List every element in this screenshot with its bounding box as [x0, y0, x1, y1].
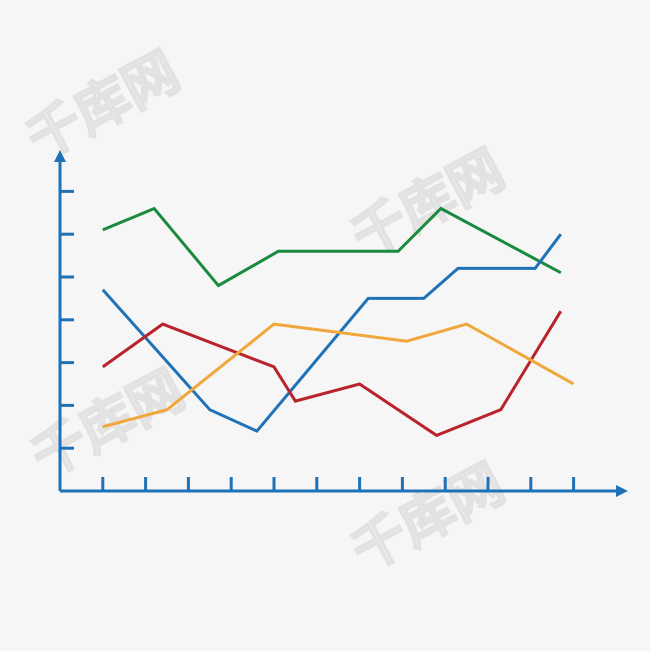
series-line-2: [101, 233, 562, 433]
watermark-text: 千库网: [342, 138, 515, 270]
series-line-3: [101, 310, 563, 438]
axes: [54, 150, 628, 497]
x-axis-arrow: [616, 485, 628, 497]
series-line-1: [102, 206, 562, 288]
series-layer: [101, 206, 575, 438]
watermark-text: 千库网: [342, 452, 515, 584]
y-axis-arrow: [54, 150, 66, 162]
watermark-text: 千库网: [17, 40, 190, 172]
watermark-text: 千库网: [22, 358, 195, 490]
series-line-4: [102, 322, 575, 429]
